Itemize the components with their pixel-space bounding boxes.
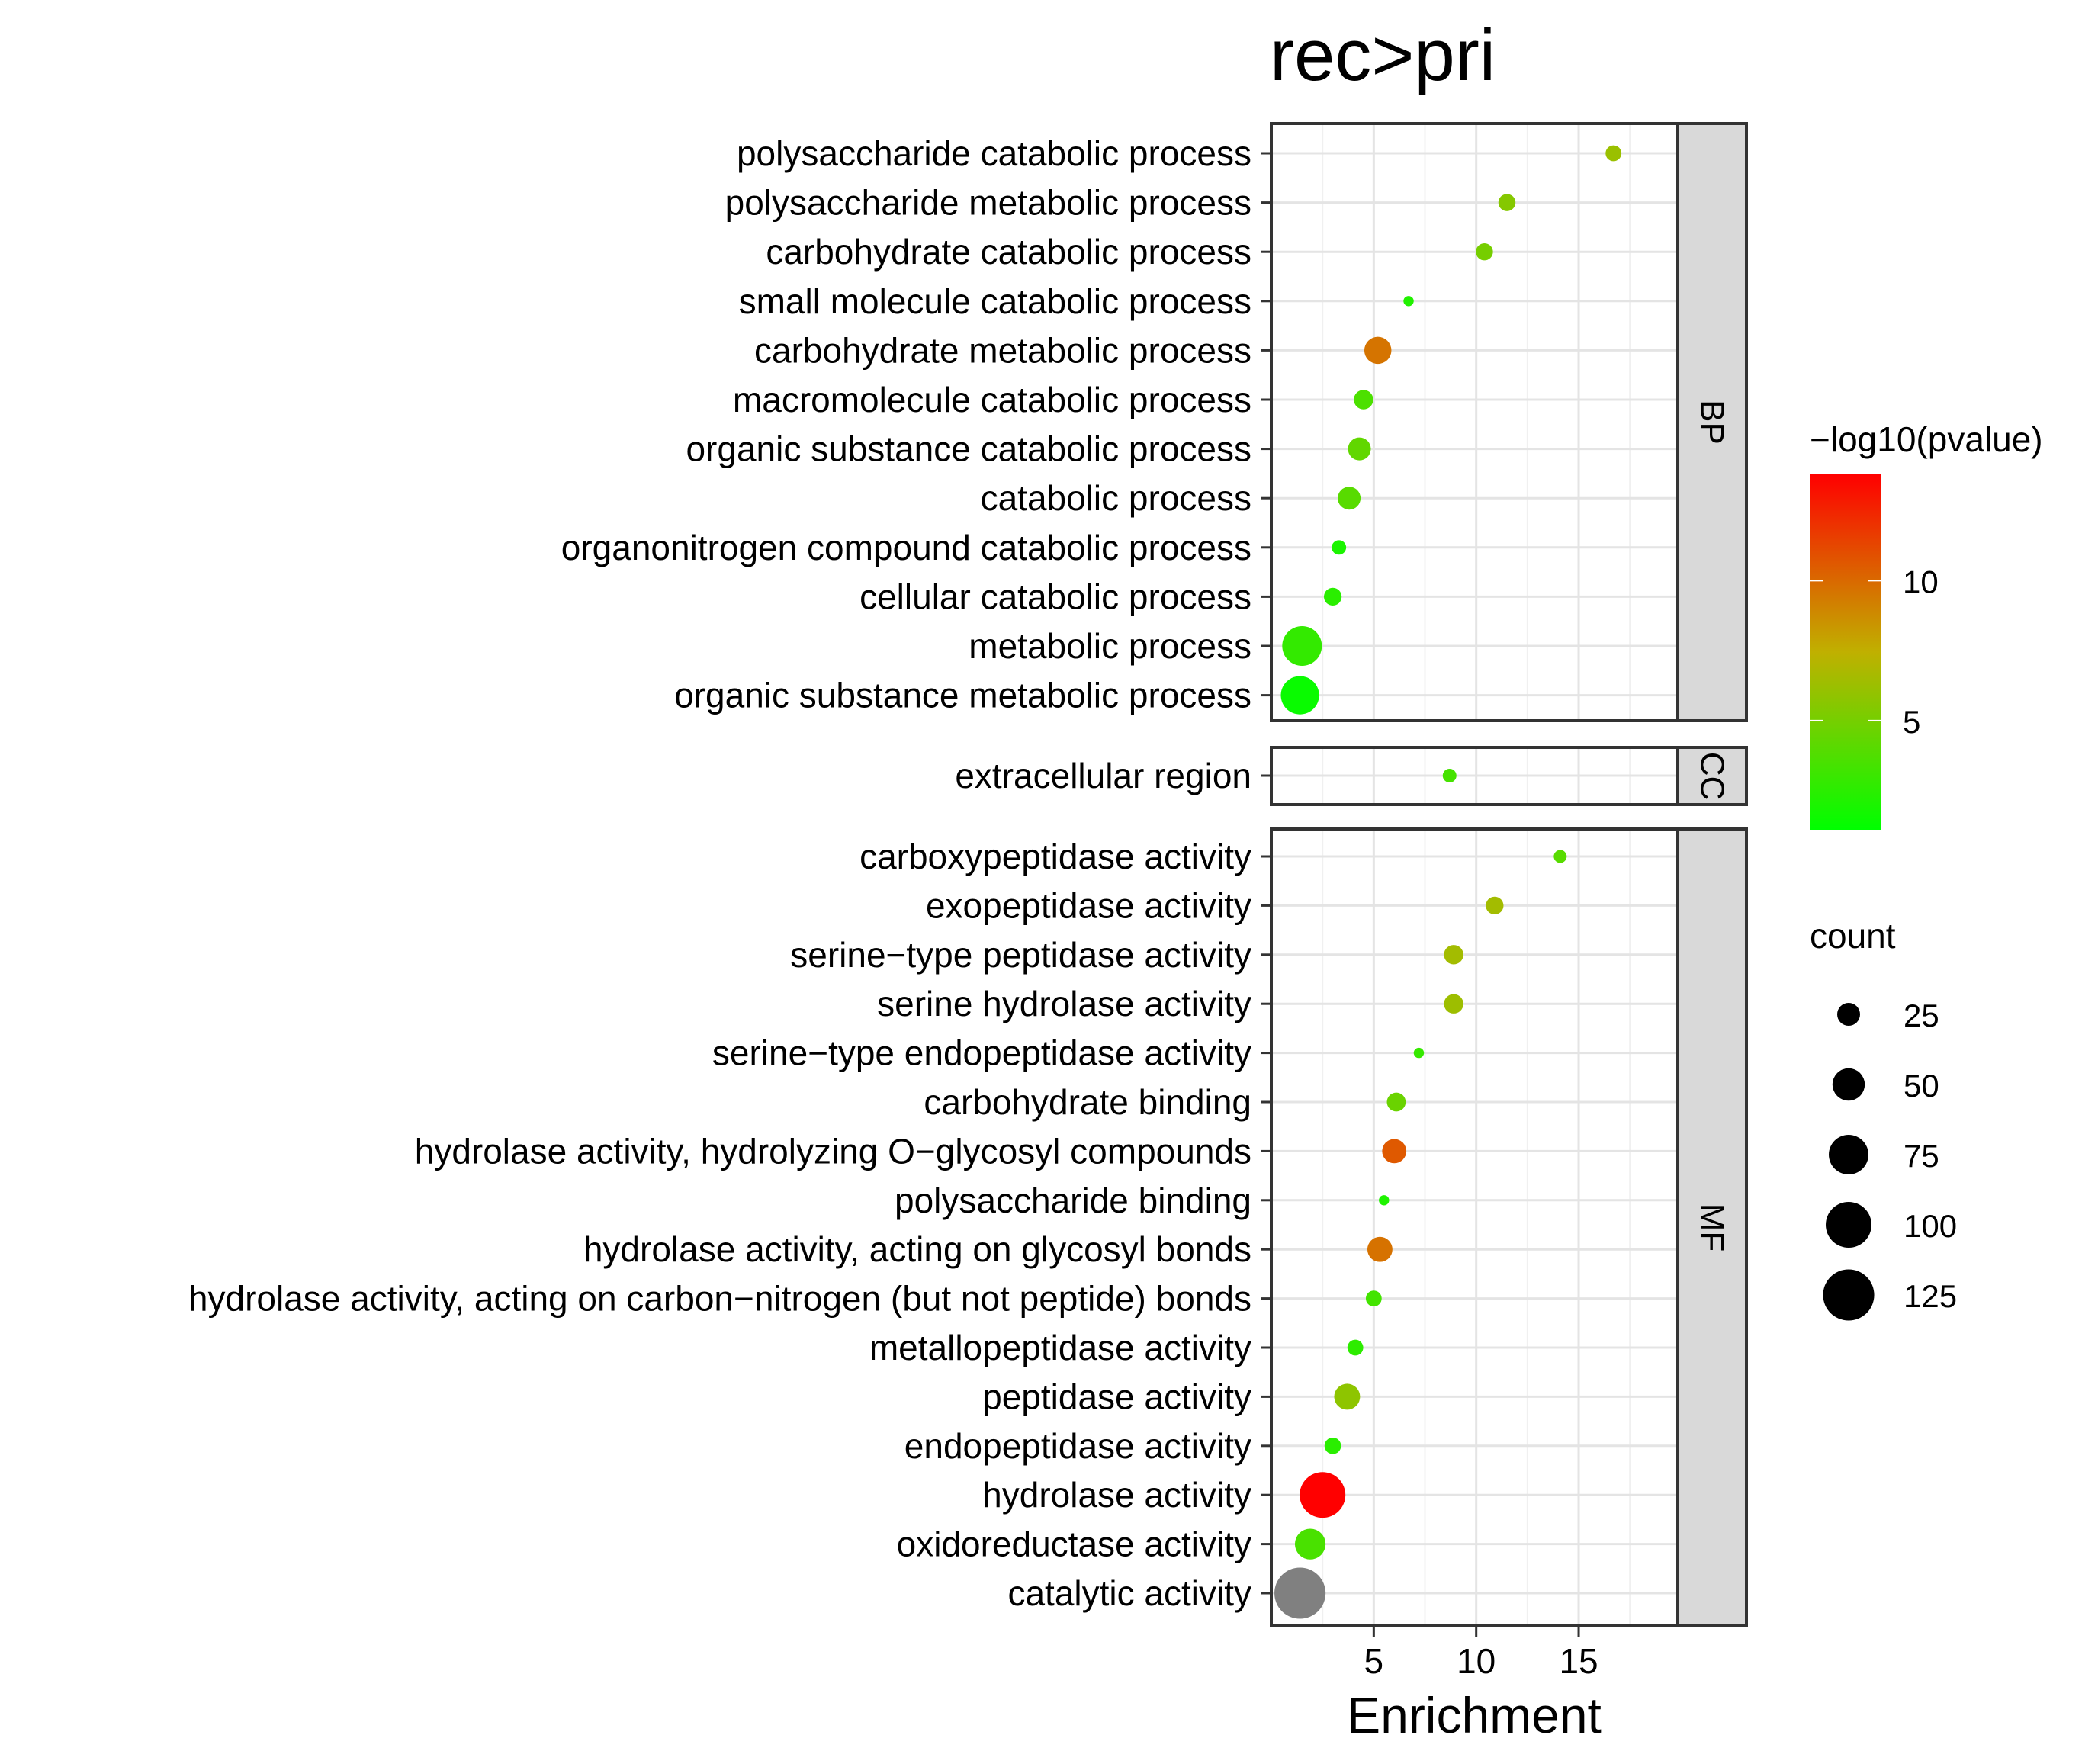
term-label: endopeptidase activity <box>904 1426 1251 1466</box>
size-legend-dot <box>1823 1269 1875 1321</box>
size-legend-dot <box>1829 1135 1868 1174</box>
color-legend: −log10(pvalue) 5 10 <box>1810 419 2043 830</box>
term-label: hydrolase activity <box>982 1475 1251 1515</box>
term-label: metabolic process <box>969 626 1251 666</box>
size-legend: count 25 50 75 100 125 <box>1810 916 1957 1321</box>
facet-strip-label: BP <box>1694 400 1731 445</box>
facet-strip-label: CC <box>1694 752 1731 801</box>
term-label: hydrolase activity, acting on carbon−nit… <box>188 1279 1251 1319</box>
term-label: hydrolase activity, hydrolyzing O−glycos… <box>415 1131 1251 1171</box>
size-legend-dot <box>1837 1003 1860 1026</box>
point <box>1338 487 1361 510</box>
point <box>1444 994 1463 1014</box>
point <box>1476 243 1493 261</box>
x-axis-title: Enrichment <box>1347 1687 1602 1743</box>
size-legend-label: 100 <box>1904 1208 1957 1244</box>
point <box>1498 194 1516 211</box>
term-label: metallopeptidase activity <box>869 1328 1251 1367</box>
term-label: hydrolase activity, acting on glycosyl b… <box>583 1229 1251 1269</box>
term-label: extracellular region <box>955 756 1251 795</box>
point <box>1382 1139 1407 1164</box>
panel-background <box>1271 124 1677 721</box>
size-legend-title: count <box>1810 916 1896 956</box>
chart-title: rec>pri <box>1270 14 1496 96</box>
size-legend-label: 75 <box>1904 1138 1939 1174</box>
point <box>1403 296 1414 307</box>
x-tick-label: 5 <box>1364 1641 1384 1681</box>
point <box>1334 1383 1361 1410</box>
point <box>1300 1472 1346 1518</box>
x-tick-label: 10 <box>1457 1641 1496 1681</box>
size-legend-label: 125 <box>1904 1278 1957 1314</box>
term-label: macromolecule catabolic process <box>733 380 1251 419</box>
size-legend-dot <box>1826 1202 1871 1248</box>
term-label: polysaccharide catabolic process <box>737 133 1251 173</box>
point <box>1332 540 1347 555</box>
term-label: carbohydrate binding <box>924 1082 1251 1122</box>
point <box>1444 945 1463 965</box>
term-label: serine hydrolase activity <box>877 984 1251 1023</box>
point <box>1413 1047 1425 1059</box>
term-label: catabolic process <box>981 478 1251 518</box>
point <box>1486 896 1504 915</box>
term-label: exopeptidase activity <box>926 885 1251 925</box>
point <box>1364 336 1392 365</box>
point <box>1605 145 1622 162</box>
facet-strip <box>1676 122 1748 722</box>
size-legend-items: 25 50 75 100 125 <box>1823 998 1957 1321</box>
term-label: catalytic activity <box>1007 1573 1251 1613</box>
size-legend-label: 25 <box>1904 998 1939 1033</box>
term-label: carbohydrate catabolic process <box>766 232 1251 272</box>
size-legend-dot <box>1832 1068 1865 1101</box>
facet-strip <box>1676 827 1748 1627</box>
term-label: polysaccharide metabolic process <box>725 183 1251 223</box>
term-label: peptidase activity <box>982 1377 1251 1416</box>
term-label: small molecule catabolic process <box>739 281 1251 321</box>
facet-panels: BP CC MF <box>1270 122 1748 1627</box>
point <box>1280 676 1319 715</box>
point <box>1294 1528 1326 1560</box>
point <box>1348 437 1371 461</box>
term-label: carboxypeptidase activity <box>859 837 1251 876</box>
facet-panel-bp: BP <box>1270 122 1748 722</box>
point <box>1379 1195 1390 1206</box>
point <box>1323 587 1342 606</box>
term-label: organic substance metabolic process <box>674 676 1251 715</box>
x-tick-label: 15 <box>1559 1641 1598 1681</box>
term-label: carbohydrate metabolic process <box>754 330 1251 370</box>
facet-panel-mf: MF <box>1270 827 1748 1627</box>
size-legend-label: 50 <box>1904 1068 1939 1104</box>
point <box>1274 1567 1326 1619</box>
color-legend-tick-label: 5 <box>1903 704 1920 740</box>
color-legend-title: −log10(pvalue) <box>1810 419 2043 459</box>
color-legend-ticks: 5 10 <box>1810 564 1939 740</box>
point <box>1553 850 1567 863</box>
color-legend-bar <box>1810 474 1881 830</box>
point <box>1367 1236 1393 1262</box>
term-label: organic substance catabolic process <box>686 429 1251 469</box>
point <box>1365 1290 1382 1306</box>
term-label: oxidoreductase activity <box>897 1525 1251 1564</box>
x-axis: 5 10 15 <box>1364 1626 1598 1681</box>
term-labels: polysaccharide catabolic process polysacc… <box>188 133 1271 1613</box>
point <box>1442 769 1457 782</box>
term-label: serine−type peptidase activity <box>790 935 1251 975</box>
point <box>1347 1339 1364 1356</box>
point <box>1354 390 1373 410</box>
data-points <box>1274 145 1622 1619</box>
term-label: organonitrogen compound catabolic proces… <box>561 528 1251 567</box>
facet-strip <box>1676 746 1748 806</box>
term-label: cellular catabolic process <box>859 577 1251 616</box>
color-legend-tick-label: 10 <box>1903 564 1939 599</box>
point <box>1386 1092 1406 1112</box>
term-label: polysaccharide binding <box>895 1181 1251 1220</box>
facet-strip-label: MF <box>1694 1203 1731 1252</box>
point <box>1282 626 1322 666</box>
point <box>1324 1437 1341 1454</box>
grid-lines <box>1271 124 1677 1626</box>
term-label: serine−type endopeptidase activity <box>712 1033 1251 1073</box>
